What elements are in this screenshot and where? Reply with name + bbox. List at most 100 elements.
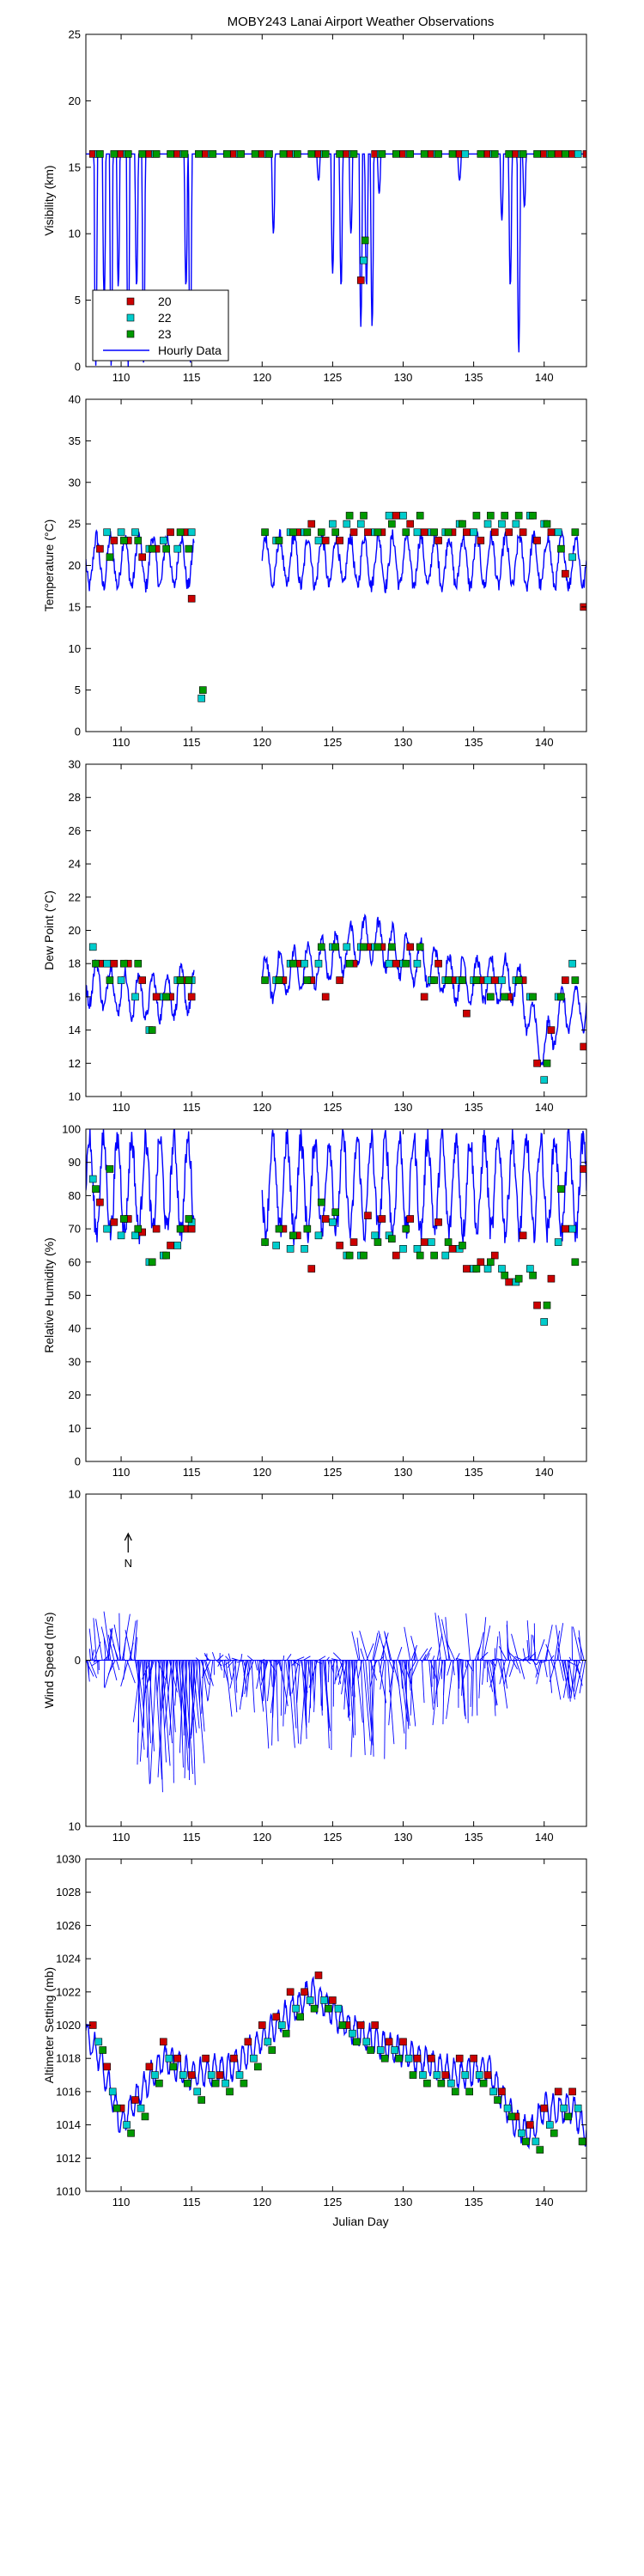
wind-vector — [481, 1617, 487, 1661]
humidity-panel: 0 10 20 30 40 50 60 70 80 90 100 110 115 120 125 130 135… — [42, 1123, 587, 1479]
wind-ytick-label: 10 — [69, 1820, 81, 1833]
visibility-xtick-label: 140 — [535, 371, 554, 384]
altimeter-marker-22 — [560, 2104, 568, 2112]
altimeter-marker-22 — [349, 2029, 356, 2038]
humidity-ytick-label: 50 — [69, 1289, 81, 1302]
wind-vector — [126, 1660, 136, 1684]
altimeter-ytick-label: 1030 — [56, 1853, 81, 1866]
dewpoint-marker-23 — [430, 976, 438, 984]
visibility-marker-23 — [490, 150, 499, 158]
altimeter-marker-22 — [108, 2087, 117, 2096]
temperature-marker-22 — [498, 519, 506, 528]
temperature-marker-23 — [134, 537, 143, 544]
wind-vector — [410, 1660, 413, 1716]
wind-vector — [181, 1660, 189, 1771]
wind-vector — [470, 1660, 473, 1707]
humidity-ytick-label: 30 — [69, 1355, 81, 1368]
dewpoint-marker-22 — [343, 943, 351, 951]
wind-vector — [441, 1619, 451, 1661]
dewpoint-marker-20 — [547, 1026, 556, 1034]
wind-vector — [489, 1660, 498, 1688]
wind-vector — [499, 1660, 507, 1685]
visibility-ytick-label: 25 — [69, 28, 81, 41]
altimeter-marker-22 — [404, 2054, 413, 2063]
humidity-marker-22 — [498, 1265, 506, 1273]
dewpoint-ytick-label: 30 — [69, 758, 81, 771]
altimeter-marker-23 — [99, 2046, 107, 2054]
temperature-marker-22 — [512, 519, 520, 528]
wind-vector — [384, 1632, 392, 1661]
humidity-ytick-label: 70 — [69, 1223, 81, 1236]
wind-vector — [378, 1630, 387, 1661]
humidity-marker-22 — [428, 1238, 435, 1246]
wind-vector — [95, 1619, 103, 1661]
altimeter-marker-20 — [455, 2054, 464, 2063]
wind-vector — [204, 1660, 210, 1680]
wind-vector — [244, 1660, 250, 1694]
temperature-marker-23 — [275, 537, 283, 544]
humidity-marker-20 — [96, 1198, 104, 1206]
temperature-marker-23 — [106, 553, 114, 562]
temperature-plot-area — [86, 512, 586, 702]
temperature-marker-23 — [120, 537, 128, 544]
wind-vector — [351, 1631, 359, 1661]
dewpoint-marker-23 — [472, 976, 481, 984]
dewpoint-marker-23 — [345, 959, 354, 968]
dewpoint-marker-23 — [402, 959, 410, 968]
humidity-xtick-label: 130 — [394, 1466, 413, 1479]
dewpoint-marker-23 — [543, 1060, 551, 1067]
wind-vector — [459, 1660, 460, 1689]
temperature-xtick-label: 125 — [324, 736, 343, 749]
altimeter-marker-20 — [272, 2013, 281, 2021]
humidity-marker-20 — [519, 1231, 527, 1240]
wind-vector — [465, 1660, 467, 1668]
dewpoint-marker-23 — [317, 943, 325, 951]
temperature-y-axis-label: Temperature (°C) — [42, 519, 56, 612]
altimeter-marker-20 — [131, 2096, 139, 2104]
wind-vector — [356, 1637, 361, 1661]
altimeter-ytick-label: 1026 — [56, 1919, 81, 1932]
humidity-xtick-label: 120 — [252, 1466, 271, 1479]
altimeter-marker-23 — [240, 2079, 248, 2087]
humidity-marker-23 — [444, 1238, 453, 1246]
wind-vector — [225, 1656, 230, 1661]
altimeter-marker-23 — [479, 2079, 488, 2087]
altimeter-xtick-label: 125 — [324, 2196, 343, 2208]
wind-vector — [411, 1660, 419, 1677]
humidity-marker-23 — [317, 1198, 325, 1206]
altimeter-marker-23 — [296, 2013, 304, 2021]
wind-vector — [132, 1660, 142, 1722]
humidity-marker-20 — [448, 1245, 457, 1253]
temperature-marker-23 — [261, 528, 269, 537]
altimeter-marker-20 — [160, 2038, 167, 2046]
wind-vector — [218, 1660, 222, 1671]
wind-vector — [351, 1660, 358, 1689]
wind-vector — [446, 1660, 454, 1719]
wind-vector — [519, 1660, 526, 1680]
humidity-marker-20 — [547, 1274, 556, 1283]
x-axis-label: Julian Day — [332, 2215, 388, 2228]
dewpoint-xtick-label: 120 — [252, 1101, 271, 1114]
altimeter-marker-23 — [353, 2038, 361, 2046]
dewpoint-marker-23 — [289, 959, 297, 968]
wind-vector — [357, 1660, 363, 1680]
temperature-marker-20 — [547, 528, 556, 537]
temperature-marker-23 — [444, 528, 453, 537]
wind-vector — [256, 1660, 263, 1689]
visibility-marker-23 — [533, 150, 541, 158]
wind-vector — [544, 1625, 553, 1661]
wind-vector — [157, 1660, 166, 1777]
wind-vector — [276, 1660, 279, 1742]
temperature-xtick-label: 120 — [252, 736, 271, 749]
wind-vector — [549, 1660, 556, 1682]
visibility-marker-23 — [110, 150, 118, 158]
wind-vector — [554, 1631, 561, 1661]
wind-vector — [460, 1660, 465, 1716]
temperature-marker-23 — [557, 544, 565, 553]
wind-vector — [111, 1660, 118, 1680]
temperature-marker-23 — [289, 528, 297, 537]
humidity-marker-22 — [399, 1245, 407, 1253]
wind-vector — [139, 1660, 148, 1762]
visibility-marker-22 — [461, 150, 470, 158]
